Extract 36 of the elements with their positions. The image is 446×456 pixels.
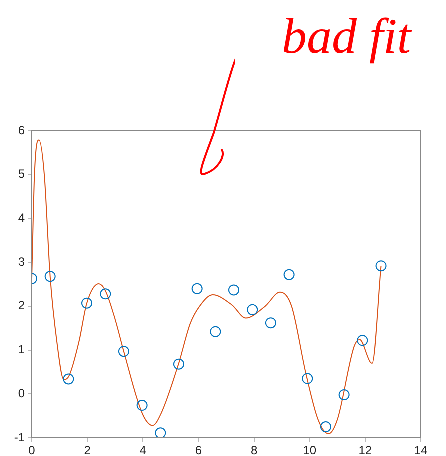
point	[284, 269, 295, 280]
point	[173, 358, 184, 370]
point	[338, 390, 350, 401]
point	[118, 346, 130, 358]
y-tick-label: 1	[18, 342, 26, 357]
y-tick-label: 0	[18, 386, 26, 400]
point	[376, 260, 387, 272]
x-tick-label: 8	[250, 444, 258, 456]
point	[63, 374, 74, 385]
point	[302, 373, 314, 384]
y-tick-label: 2	[18, 298, 26, 313]
y-tick-label: 4	[18, 211, 26, 226]
x-tick-label: 0	[28, 444, 36, 456]
y-tick-label: 5	[18, 167, 26, 182]
y-tick-label: 3	[18, 254, 26, 269]
x-tick-label: 2	[84, 444, 92, 456]
point	[247, 304, 258, 316]
y-tick-label: 6	[18, 123, 26, 138]
x-tick-label: 6	[195, 444, 202, 456]
point	[44, 271, 56, 282]
x-tick-label: 4	[140, 444, 147, 456]
point	[155, 428, 166, 438]
point	[82, 298, 93, 309]
y-tick-label: -1	[14, 430, 26, 444]
point	[100, 288, 112, 300]
point	[357, 335, 368, 346]
point	[210, 326, 222, 338]
x-tick-label: 12	[358, 444, 372, 456]
point	[192, 283, 203, 294]
point	[136, 400, 148, 412]
text: bad fit	[282, 7, 412, 66]
x-tick-label: 10	[303, 444, 317, 456]
x-tick-label: 14	[414, 444, 428, 456]
point	[265, 318, 276, 329]
point	[320, 422, 332, 433]
point	[228, 284, 240, 296]
